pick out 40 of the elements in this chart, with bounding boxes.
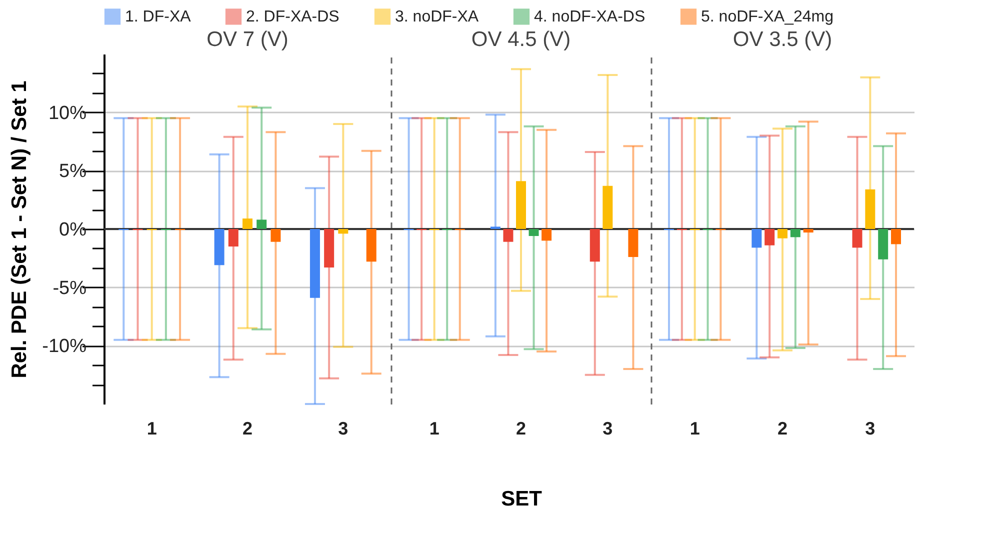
bar xyxy=(338,229,348,234)
bar xyxy=(590,229,600,262)
legend-label: 4. noDF-XA-DS xyxy=(534,8,646,26)
bar xyxy=(602,186,613,229)
x-tick-label: 1 xyxy=(429,418,440,438)
bar xyxy=(310,229,320,298)
y-tick-label: -5% xyxy=(52,278,87,299)
bar xyxy=(242,218,252,229)
x-tick-label: 2 xyxy=(516,418,526,438)
legend-label: 1. DF-XA xyxy=(125,8,192,26)
legend-label: 3. noDF-XA xyxy=(395,8,479,26)
y-tick-label: 5% xyxy=(59,161,87,182)
x-tick-label: 2 xyxy=(777,418,788,438)
x-tick-label: 1 xyxy=(146,418,157,438)
bar xyxy=(270,229,281,242)
y-tick-label: 0% xyxy=(59,220,87,240)
chart-title: OV 4.5 (V) xyxy=(471,28,571,51)
x-tick-label: 3 xyxy=(865,418,876,438)
y-tick-label: -10% xyxy=(42,336,87,358)
x-tick-label: 1 xyxy=(690,418,700,438)
x-axis-title: SET xyxy=(501,488,542,510)
bar xyxy=(628,229,638,257)
x-tick-label: 3 xyxy=(338,418,348,438)
legend-label: 5. noDF-XA_24mg xyxy=(701,8,834,26)
chart-title: OV 3.5 (V) xyxy=(732,28,832,51)
bar xyxy=(528,229,539,236)
bar xyxy=(214,229,224,266)
bar xyxy=(256,220,267,229)
bar xyxy=(324,229,334,268)
bar xyxy=(366,229,376,262)
x-tick-label: 3 xyxy=(602,418,613,438)
bar xyxy=(542,229,552,241)
bar xyxy=(228,229,238,246)
bar xyxy=(503,229,514,242)
chart-title: OV 7 (V) xyxy=(206,28,288,51)
legend-label: 2. DF-XA-DS xyxy=(246,8,340,26)
y-axis-title: Rel. PDE (Set 1 - Set N) / Set 1 xyxy=(8,80,32,378)
bar xyxy=(516,181,526,229)
y-tick-label: 10% xyxy=(48,102,87,124)
x-tick-label: 2 xyxy=(242,418,253,438)
